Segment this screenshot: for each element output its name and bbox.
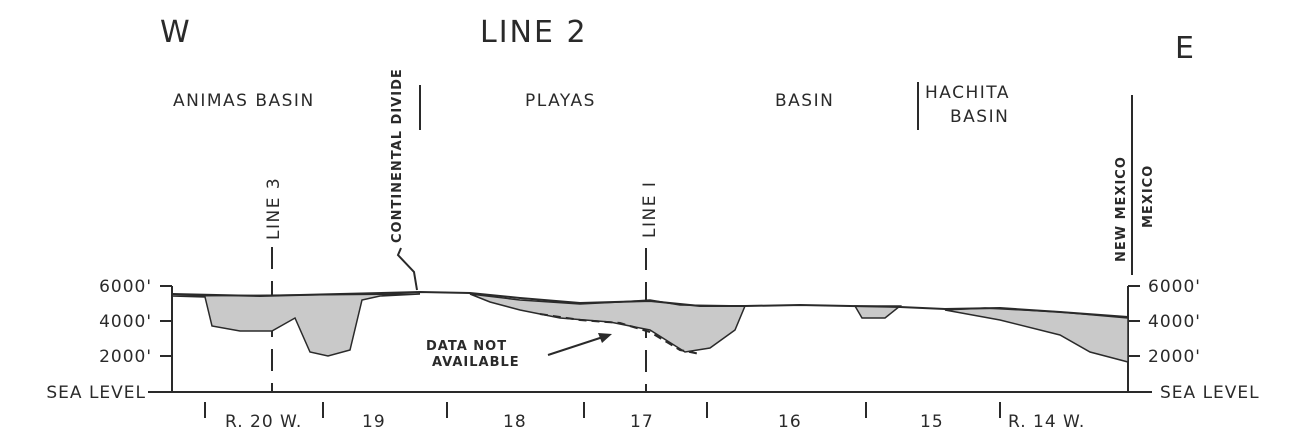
range-label: R. 14 W. [1008,412,1085,432]
mexico-label: MEXICO [1141,165,1156,228]
continental-divide-leader [396,247,418,291]
line-1-label: LINE I [640,181,660,238]
range-label: 16 [778,412,802,432]
elevation-label-right: 4000' [1148,312,1201,332]
inferred-boundary [539,313,701,355]
elevation-label-right: SEA LEVEL [1160,383,1260,403]
elevation-label-right: 2000' [1148,347,1201,367]
annotation-arrowhead [598,333,612,343]
elevation-label-left: 2000' [99,347,152,367]
elevation-label-right: 6000' [1148,277,1201,297]
east-label: E [1175,31,1196,66]
annotation-arrow [547,335,607,356]
elevation-label-left: 4000' [99,312,152,332]
range-label: 17 [630,412,654,432]
annotation-available: AVAILABLE [432,355,520,370]
ground-surface [171,290,1129,318]
range-label: R. 20 W. [225,412,302,432]
elevation-label-left: 6000' [99,277,152,297]
basin-label-hachita-basin: BASIN [950,107,1009,127]
basin-fill [944,307,1129,363]
basin-label-playas: PLAYAS [525,91,596,111]
range-label: 19 [362,412,386,432]
new-mexico-label: NEW MEXICO [1114,156,1129,262]
west-label: W [160,15,192,50]
basin-label-hachita: HACHITA [925,83,1010,103]
basin-label-animas: ANIMAS BASIN [173,91,315,111]
annotation-data-not: DATA NOT [426,339,507,354]
line-3-label: LINE 3 [264,177,284,240]
diagram-title: LINE 2 [480,15,588,50]
basin-label-basin: BASIN [775,91,834,111]
basin-fill [171,293,421,357]
range-label: 15 [920,412,944,432]
elevation-label-left: SEA LEVEL [46,383,146,403]
range-label: 18 [503,412,527,432]
continental-divide-label: CONTINENTAL DIVIDE [390,68,405,243]
